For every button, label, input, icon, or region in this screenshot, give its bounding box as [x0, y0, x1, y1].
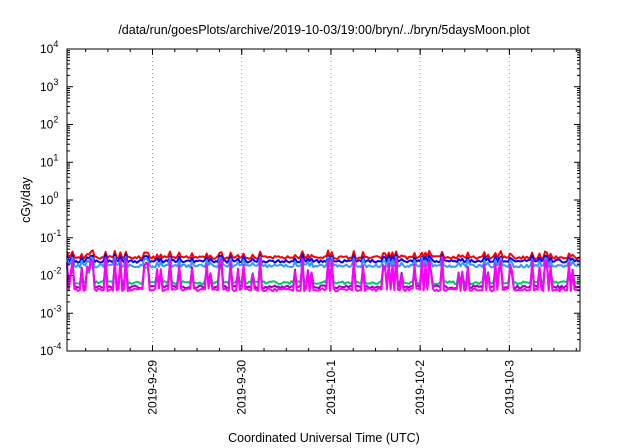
- y-tick-label: 10-4: [40, 341, 61, 358]
- plot-frame: [66, 48, 581, 352]
- y-tick-exponent: -2: [53, 266, 61, 276]
- x-axis-label: Coordinated Universal Time (UTC): [228, 431, 420, 445]
- series-line: [66, 256, 581, 293]
- series-line: [66, 253, 581, 264]
- y-tick-exponent: 2: [53, 115, 58, 125]
- y-tick-base: 10: [40, 231, 54, 245]
- y-tick-label: 10-3: [40, 303, 61, 320]
- y-tick-base: 10: [40, 80, 54, 94]
- chart-title: /data/run/goesPlots/archive/2019-10-03/1…: [118, 23, 530, 37]
- y-tick-base: 10: [40, 344, 54, 358]
- y-axis-label: cGy/day: [19, 176, 33, 223]
- y-tick-label: 104: [40, 39, 58, 56]
- y-tick-exponent: 4: [53, 39, 58, 49]
- y-tick-label: 102: [40, 115, 58, 132]
- y-tick-exponent: -1: [53, 228, 61, 238]
- series-line: [66, 249, 581, 260]
- y-tick-base: 10: [40, 155, 54, 169]
- x-tick-label: 2019-9-30: [235, 360, 249, 415]
- y-tick-base: 10: [40, 269, 54, 283]
- y-tick-exponent: 3: [53, 77, 58, 87]
- y-tick-label: 103: [40, 77, 58, 94]
- y-tick-label: 101: [40, 152, 58, 169]
- y-tick-label: 10-2: [40, 266, 61, 283]
- y-tick-exponent: 0: [53, 190, 58, 200]
- y-tick-base: 10: [40, 42, 54, 56]
- y-tick-base: 10: [40, 306, 54, 320]
- y-tick-base: 10: [40, 193, 54, 207]
- y-tick-exponent: 1: [53, 152, 58, 162]
- y-tick-exponent: -4: [53, 341, 61, 351]
- x-grid: [152, 49, 510, 351]
- x-tick-label: 2019-10-1: [324, 360, 338, 415]
- series-group: [66, 249, 581, 293]
- x-axis: 2019-9-29 2019-9-30 2019-10-1 2019-10-2 2019…: [85, 49, 577, 415]
- y-tick-exponent: -3: [53, 303, 61, 313]
- y-tick-label: 10-1: [40, 228, 61, 245]
- x-tick-label: 2019-10-2: [413, 360, 427, 415]
- y-tick-base: 10: [40, 118, 54, 132]
- x-tick-label: 2019-10-3: [502, 360, 516, 415]
- x-tick-label: 2019-9-29: [146, 360, 160, 415]
- y-tick-label: 100: [40, 190, 58, 207]
